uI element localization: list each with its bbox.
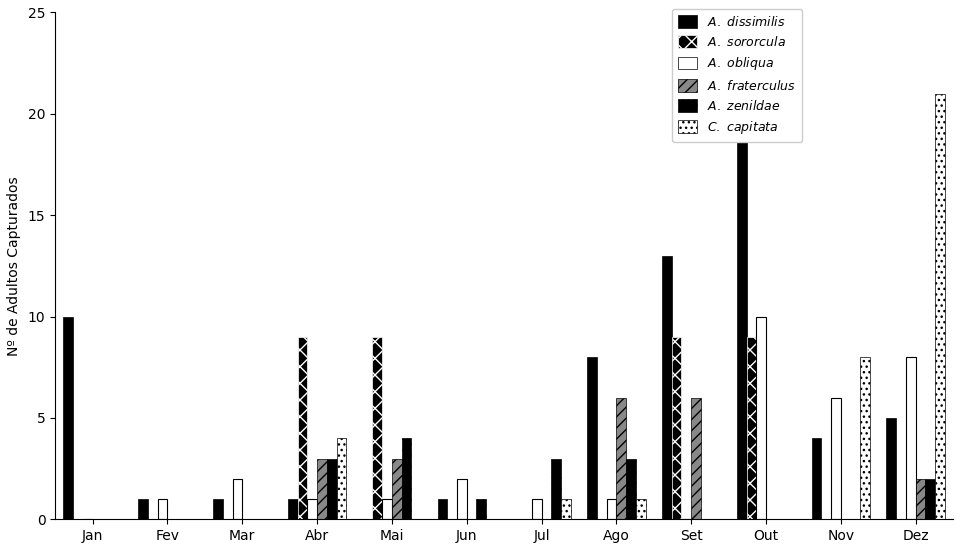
Bar <box>672 337 682 519</box>
Bar <box>372 337 382 519</box>
Bar <box>457 479 467 519</box>
Bar <box>232 479 242 519</box>
Bar <box>737 53 747 519</box>
Bar <box>831 398 841 519</box>
Bar <box>317 459 326 519</box>
Bar <box>213 499 223 519</box>
Bar <box>607 499 616 519</box>
Bar <box>476 499 486 519</box>
Bar <box>691 398 701 519</box>
Bar <box>551 459 561 519</box>
Bar <box>138 499 148 519</box>
Bar <box>925 479 935 519</box>
Bar <box>756 317 766 519</box>
Bar <box>401 438 412 519</box>
Bar <box>860 357 870 519</box>
Bar <box>588 357 597 519</box>
Bar <box>636 499 645 519</box>
Legend: $\it{A.\ dissimilis}$, $\it{A.\ sororcula}$, $\it{A.\ obliqua}$, $\it{A.\ frater: $\it{A.\ dissimilis}$, $\it{A.\ sororcul… <box>672 9 803 142</box>
Bar <box>616 398 626 519</box>
Bar <box>438 499 447 519</box>
Bar <box>561 499 571 519</box>
Bar <box>307 499 317 519</box>
Bar <box>382 499 392 519</box>
Bar <box>392 459 401 519</box>
Bar <box>157 499 167 519</box>
Bar <box>886 418 897 519</box>
Bar <box>662 256 672 519</box>
Bar <box>63 317 73 519</box>
Bar <box>326 459 337 519</box>
Bar <box>298 337 307 519</box>
Bar <box>747 337 756 519</box>
Bar <box>906 357 916 519</box>
Bar <box>532 499 541 519</box>
Y-axis label: Nº de Adultos Capturados: Nº de Adultos Capturados <box>7 176 21 356</box>
Bar <box>337 438 347 519</box>
Bar <box>935 94 945 519</box>
Bar <box>288 499 298 519</box>
Bar <box>811 438 822 519</box>
Bar <box>626 459 636 519</box>
Bar <box>916 479 925 519</box>
